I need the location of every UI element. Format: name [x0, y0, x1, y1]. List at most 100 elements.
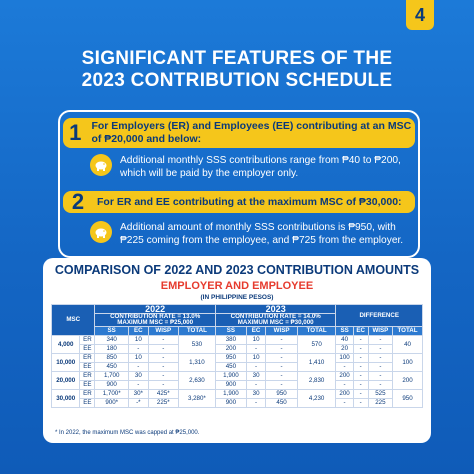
party-label: ER — [79, 335, 96, 345]
sub-header-ss: SS — [214, 326, 247, 336]
feature-2-heading: For ER and EE contributing at the maximu… — [97, 195, 402, 208]
feature-2-detail: Additional amount of monthly SSS contrib… — [90, 221, 420, 247]
table-row: EE 450- -450- - - - - — [52, 362, 423, 372]
sub-header-ec: EC — [245, 326, 267, 336]
table-cell: - — [265, 362, 298, 372]
rate-2022-header: CONTRIBUTION RATE = 13.0% MAXIMUM MSC = … — [94, 313, 216, 327]
table-cell: 570 — [296, 335, 337, 354]
table-title: COMPARISON OF 2022 AND 2023 CONTRIBUTION… — [54, 263, 420, 277]
max-msc-2023: MAXIMUM MSC = ₱30,000 — [237, 319, 314, 326]
party-label: ER — [79, 353, 96, 363]
table-cell: - — [147, 380, 179, 390]
table-subtitle: EMPLOYER AND EMPLOYEE — [160, 280, 314, 292]
table-cell: - — [265, 371, 298, 381]
table-cell: 1,410 — [296, 353, 337, 372]
sub-header-ec: EC — [127, 326, 149, 336]
table-cell: 40 — [335, 335, 354, 345]
table-cell: 1,900 — [214, 371, 247, 381]
table-cell: 450 — [265, 398, 298, 408]
table-cell: 950 — [214, 353, 247, 363]
piggy-bank-icon — [90, 221, 112, 243]
table-cell: 10 — [245, 353, 267, 363]
table-currency-note: (IN PHILIPPINE PESOS) — [200, 294, 274, 301]
table-cell: 900 — [214, 398, 247, 408]
party-label: EE — [79, 398, 96, 408]
comparison-table-card: COMPARISON OF 2022 AND 2023 CONTRIBUTION… — [43, 258, 431, 443]
table-cell: 20 — [335, 344, 354, 354]
rate-2022: CONTRIBUTION RATE = 13.0% — [110, 313, 201, 320]
table-cell: 450 — [214, 362, 247, 372]
feature-2-number: 2 — [71, 189, 85, 214]
table-cell: 1,700* — [94, 389, 129, 399]
table-row: EE 900* -* 225* 900-450- -225 — [52, 398, 423, 408]
table-cell: 30 — [245, 371, 267, 381]
table-cell: - — [127, 380, 149, 390]
table-cell: - — [352, 380, 369, 390]
table-cell: 950 — [392, 389, 423, 408]
sub-header-ss: SS — [94, 326, 129, 336]
table-row: 10,000 ER 850 10-1,310 950 10-1,410 100- -100 — [50, 353, 423, 372]
party-label: ER — [79, 389, 96, 399]
table-cell: 200 — [214, 344, 247, 354]
table-cell: 900 — [94, 380, 129, 390]
table-cell: - — [352, 371, 369, 381]
table-cell: - — [245, 398, 267, 408]
table-cell: 10 — [245, 335, 267, 345]
msc-header: MSC — [50, 304, 96, 336]
sub-header-wisp: WISP — [367, 326, 394, 336]
table-cell: 340 — [94, 335, 129, 345]
table-cell: - — [352, 362, 369, 372]
table-cell: 1,310 — [177, 353, 216, 372]
party-label: EE — [79, 362, 96, 372]
table-cell: - — [147, 362, 179, 372]
table-cell: 1,700 — [94, 371, 129, 381]
feature-1-heading-bar: 1 For Employers (ER) and Employees (EE) … — [63, 118, 415, 148]
table-cell: 200 — [335, 371, 354, 381]
sub-header-total: TOTAL — [296, 326, 337, 336]
title-line-2: 2023 CONTRIBUTION SCHEDULE — [81, 70, 393, 91]
table-cell: 3,280* — [177, 389, 216, 408]
table-cell: - — [245, 362, 267, 372]
table-cell: - — [127, 362, 149, 372]
table-cell: 425* — [147, 389, 179, 399]
table-cell: - — [265, 380, 298, 390]
table-cell: - — [367, 353, 394, 363]
table-cell: 200 — [335, 389, 354, 399]
table-cell: 530 — [177, 335, 216, 354]
table-cell: 180 — [94, 344, 129, 354]
table-cell: 2,630 — [177, 371, 216, 390]
table-cell: 10 — [127, 335, 149, 345]
table-cell: - — [245, 344, 267, 354]
table-footnote: * In 2022, the maximum MSC was capped at… — [55, 430, 200, 436]
sub-header-total: TOTAL — [177, 326, 216, 336]
sub-header-wisp: WISP — [147, 326, 179, 336]
table-cell: - — [367, 344, 394, 354]
page-title: SIGNIFICANT FEATURES OF THE 2023 CONTRIB… — [0, 48, 474, 92]
feature-2-heading-bar: 2 For ER and EE contributing at the maxi… — [63, 189, 415, 214]
title-line-1: SIGNIFICANT FEATURES OF THE — [81, 48, 393, 69]
table-cell: 30 — [245, 389, 267, 399]
table-cell: 450 — [94, 362, 129, 372]
table-cell: - — [367, 371, 394, 381]
features-box: 1 For Employers (ER) and Employees (EE) … — [58, 110, 420, 258]
sub-header-ec: EC — [352, 326, 369, 336]
table-cell: - — [352, 389, 369, 399]
table-cell: - — [147, 353, 179, 363]
page-number-badge: 4 — [406, 0, 434, 30]
msc-value: 10,000 — [50, 353, 81, 372]
table-row: 20,000 ER 1,700 30-2,630 1,900 30-2,830 200- -2… — [50, 371, 423, 390]
table-row: EE 180- -200- -20- - — [52, 344, 423, 354]
rate-2023-header: CONTRIBUTION RATE = 14.0% MAXIMUM MSC = … — [214, 313, 337, 327]
table-cell: 30 — [127, 371, 149, 381]
table-cell: 380 — [214, 335, 247, 345]
party-label: EE — [79, 344, 96, 354]
table-cell: 2,830 — [296, 371, 337, 390]
table-row: 30,000 ER 1,700* 30* 425* 3,280* 1,900 30 950 4,2… — [50, 389, 423, 408]
table-cell: 30* — [127, 389, 149, 399]
table-cell: 1,900 — [214, 389, 247, 399]
table-cell: - — [352, 398, 369, 408]
table-cell: 950 — [265, 389, 298, 399]
table-cell: - — [147, 344, 179, 354]
table-cell: - — [265, 353, 298, 363]
